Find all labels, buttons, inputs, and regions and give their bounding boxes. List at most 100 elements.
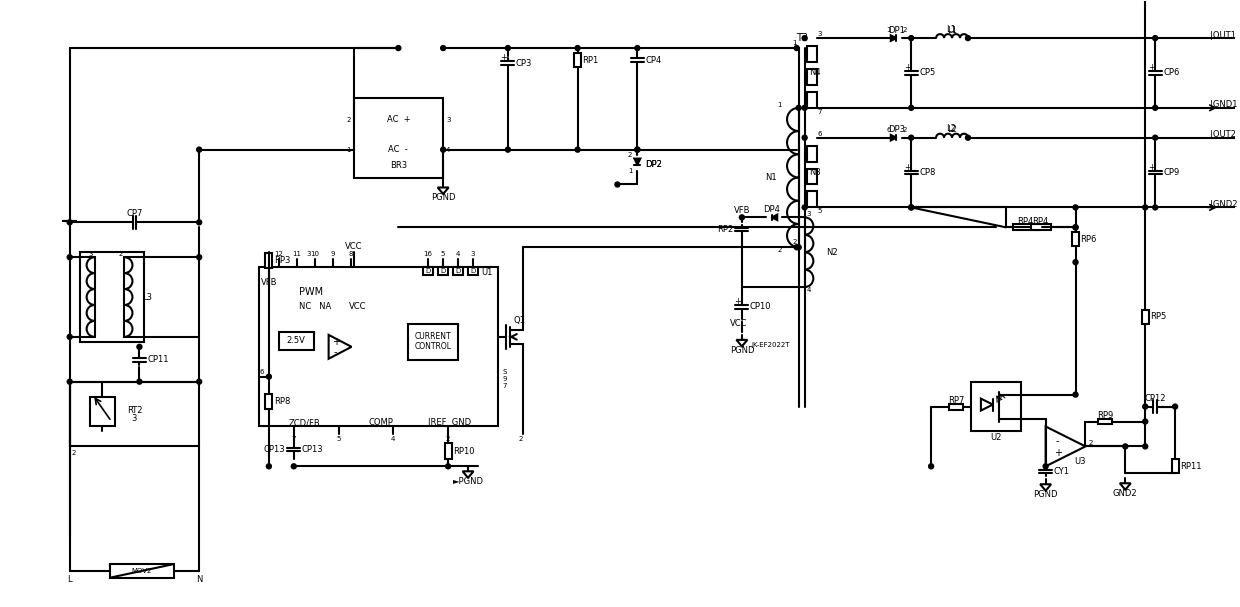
Text: DP3: DP3 — [888, 125, 905, 134]
Circle shape — [1073, 205, 1078, 210]
Circle shape — [802, 135, 807, 140]
Bar — [1013, 225, 1039, 230]
Bar — [807, 169, 817, 185]
Text: Q1: Q1 — [513, 316, 526, 325]
Bar — [807, 191, 817, 208]
Circle shape — [197, 147, 202, 152]
Circle shape — [291, 464, 296, 469]
Text: +: + — [904, 163, 910, 172]
Circle shape — [1153, 36, 1158, 41]
Text: |OUT2: |OUT2 — [1210, 131, 1236, 139]
Bar — [807, 92, 817, 108]
Polygon shape — [771, 215, 777, 220]
Text: L2: L2 — [946, 124, 956, 133]
Bar — [353, 98, 443, 177]
Text: AC  +: AC + — [387, 115, 410, 124]
Text: |GND1: |GND1 — [1210, 100, 1238, 109]
Text: 5: 5 — [441, 251, 445, 257]
Bar — [453, 267, 463, 275]
Polygon shape — [1040, 484, 1052, 490]
Text: RP4: RP4 — [1018, 217, 1034, 226]
Text: 3: 3 — [88, 251, 93, 257]
Text: 1: 1 — [887, 27, 890, 33]
Circle shape — [575, 46, 580, 50]
Circle shape — [440, 147, 445, 152]
Text: 3: 3 — [817, 31, 822, 37]
Text: BR3: BR3 — [389, 161, 407, 170]
Text: S: S — [503, 368, 507, 375]
Bar — [438, 267, 448, 275]
Text: 11: 11 — [293, 251, 301, 257]
Text: DP2: DP2 — [645, 160, 662, 169]
Bar — [109, 564, 175, 578]
Text: 4: 4 — [807, 287, 811, 293]
Text: CURRENT: CURRENT — [415, 333, 451, 341]
Polygon shape — [438, 188, 449, 194]
Circle shape — [635, 147, 640, 152]
Text: DP1: DP1 — [888, 25, 905, 35]
Text: GND2: GND2 — [1114, 489, 1137, 498]
Circle shape — [1143, 404, 1148, 409]
Text: -: - — [334, 347, 337, 357]
Text: CP13: CP13 — [263, 445, 285, 454]
Text: T3: T3 — [796, 33, 807, 43]
Circle shape — [1073, 392, 1078, 397]
Text: -: - — [1055, 436, 1059, 446]
Text: CP12: CP12 — [1145, 394, 1166, 403]
Bar — [971, 382, 1021, 432]
Text: 7: 7 — [291, 436, 296, 443]
Text: VFB: VFB — [734, 206, 750, 215]
Text: 4: 4 — [446, 147, 450, 152]
Text: 9: 9 — [330, 251, 335, 257]
Text: U3: U3 — [1075, 457, 1086, 466]
Text: 6: 6 — [887, 127, 890, 133]
Text: 2: 2 — [1089, 441, 1092, 446]
Text: 3: 3 — [306, 251, 311, 257]
Text: RP7: RP7 — [947, 396, 965, 405]
Text: N4: N4 — [810, 69, 821, 78]
Text: L: L — [67, 575, 72, 585]
Text: L3: L3 — [143, 293, 153, 302]
Circle shape — [802, 205, 807, 210]
Circle shape — [445, 464, 450, 469]
Text: U1: U1 — [481, 268, 494, 277]
Text: PWM: PWM — [299, 287, 322, 297]
Text: +: + — [1054, 449, 1061, 458]
Text: RT2: RT2 — [126, 405, 143, 415]
Text: RP4: RP4 — [1033, 217, 1049, 226]
Text: COMP: COMP — [368, 418, 393, 427]
Bar — [1099, 418, 1112, 424]
Text: VFB: VFB — [260, 277, 277, 287]
Text: 12: 12 — [274, 251, 283, 257]
Circle shape — [440, 46, 445, 50]
Text: N: N — [196, 575, 202, 585]
Text: |GND2: |GND2 — [1210, 200, 1238, 209]
Circle shape — [1143, 419, 1148, 424]
Text: D: D — [440, 268, 445, 274]
Text: RP3: RP3 — [274, 256, 290, 265]
Text: CY1: CY1 — [1054, 467, 1070, 476]
Circle shape — [67, 379, 72, 384]
Text: L1: L1 — [947, 25, 957, 35]
Circle shape — [1043, 464, 1048, 469]
Text: 4: 4 — [456, 251, 460, 257]
Bar — [949, 404, 963, 410]
Text: DP4: DP4 — [764, 205, 780, 214]
Text: U2: U2 — [991, 433, 1002, 442]
Text: VCC: VCC — [348, 302, 366, 311]
Text: CP3: CP3 — [516, 58, 532, 67]
Circle shape — [136, 379, 141, 384]
Circle shape — [1073, 225, 1078, 230]
Text: 4: 4 — [391, 436, 396, 443]
Text: CP11: CP11 — [148, 355, 169, 364]
Circle shape — [909, 106, 914, 110]
Bar — [1030, 225, 1050, 230]
Text: NC   NA: NC NA — [299, 302, 331, 311]
Text: CP6: CP6 — [1163, 69, 1179, 78]
Text: JK-EF2022T: JK-EF2022T — [751, 342, 790, 348]
Circle shape — [1153, 135, 1158, 140]
Text: 9: 9 — [503, 376, 507, 382]
Text: +: + — [501, 53, 507, 63]
Circle shape — [1073, 260, 1078, 265]
Circle shape — [1173, 404, 1178, 409]
